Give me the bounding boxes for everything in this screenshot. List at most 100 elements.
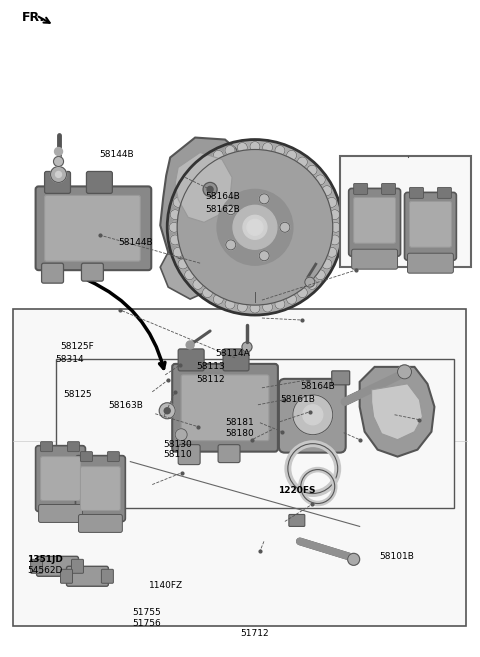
Circle shape	[193, 279, 203, 289]
Circle shape	[330, 210, 340, 219]
FancyBboxPatch shape	[279, 379, 346, 453]
FancyBboxPatch shape	[348, 189, 400, 256]
Text: 51712: 51712	[240, 629, 269, 638]
Polygon shape	[372, 384, 422, 440]
Circle shape	[50, 166, 67, 183]
Bar	[56, 359, 455, 509]
Text: 58125: 58125	[63, 390, 92, 399]
Circle shape	[307, 165, 317, 175]
Bar	[340, 156, 471, 267]
FancyBboxPatch shape	[108, 451, 120, 462]
Circle shape	[226, 205, 236, 215]
FancyBboxPatch shape	[218, 445, 240, 463]
Circle shape	[217, 189, 293, 265]
Circle shape	[213, 294, 223, 304]
Circle shape	[259, 194, 269, 204]
Circle shape	[178, 186, 188, 196]
FancyBboxPatch shape	[82, 263, 103, 281]
FancyBboxPatch shape	[67, 566, 108, 586]
Circle shape	[263, 143, 273, 152]
FancyBboxPatch shape	[42, 263, 63, 283]
Circle shape	[203, 183, 217, 196]
FancyBboxPatch shape	[289, 514, 305, 526]
Text: 58113: 58113	[196, 362, 225, 371]
FancyBboxPatch shape	[81, 466, 120, 510]
Circle shape	[293, 395, 333, 435]
Circle shape	[327, 247, 337, 258]
Circle shape	[54, 156, 63, 166]
Text: 58101B: 58101B	[379, 552, 414, 561]
Text: 54562D: 54562D	[27, 566, 62, 576]
FancyBboxPatch shape	[332, 371, 350, 385]
FancyBboxPatch shape	[81, 451, 93, 462]
Circle shape	[305, 277, 315, 287]
Circle shape	[237, 143, 247, 152]
FancyBboxPatch shape	[38, 505, 83, 522]
Text: 58112: 58112	[196, 375, 225, 384]
FancyBboxPatch shape	[409, 187, 423, 198]
FancyBboxPatch shape	[178, 445, 200, 464]
Circle shape	[159, 403, 175, 419]
Text: 58144B: 58144B	[118, 238, 153, 246]
FancyBboxPatch shape	[72, 559, 84, 574]
FancyBboxPatch shape	[354, 183, 368, 194]
Text: 58163B: 58163B	[108, 401, 143, 411]
Circle shape	[226, 240, 236, 250]
FancyBboxPatch shape	[437, 187, 451, 198]
Polygon shape	[160, 137, 245, 264]
Circle shape	[275, 145, 285, 156]
Circle shape	[173, 247, 183, 258]
Circle shape	[193, 165, 203, 175]
Circle shape	[315, 175, 325, 185]
FancyBboxPatch shape	[86, 171, 112, 193]
Circle shape	[175, 429, 187, 441]
Circle shape	[178, 259, 188, 269]
Circle shape	[207, 187, 213, 193]
Text: 58180: 58180	[226, 429, 254, 438]
FancyBboxPatch shape	[354, 197, 396, 243]
Circle shape	[237, 302, 247, 312]
Circle shape	[169, 222, 179, 233]
Text: 51756: 51756	[132, 619, 161, 628]
Text: 58164B: 58164B	[300, 382, 335, 391]
Circle shape	[213, 150, 223, 160]
Text: 58161B: 58161B	[281, 395, 315, 404]
Circle shape	[55, 148, 62, 156]
Circle shape	[185, 270, 194, 280]
Polygon shape	[360, 367, 434, 457]
FancyBboxPatch shape	[223, 349, 249, 371]
FancyBboxPatch shape	[405, 193, 456, 260]
Circle shape	[177, 150, 333, 305]
Polygon shape	[160, 252, 218, 299]
FancyBboxPatch shape	[409, 201, 451, 247]
Circle shape	[225, 145, 235, 156]
Circle shape	[263, 302, 273, 312]
Circle shape	[225, 299, 235, 309]
FancyBboxPatch shape	[36, 445, 85, 511]
Circle shape	[330, 235, 340, 245]
FancyBboxPatch shape	[352, 249, 397, 269]
Circle shape	[303, 405, 323, 424]
Circle shape	[185, 175, 194, 185]
Circle shape	[243, 215, 267, 239]
FancyBboxPatch shape	[78, 514, 122, 532]
Circle shape	[348, 553, 360, 565]
Circle shape	[298, 157, 307, 167]
Circle shape	[242, 342, 252, 352]
Text: 51755: 51755	[132, 608, 161, 618]
Text: 58162B: 58162B	[205, 205, 240, 214]
Text: 58125F: 58125F	[60, 342, 94, 351]
Circle shape	[287, 294, 297, 304]
Polygon shape	[175, 152, 232, 222]
FancyBboxPatch shape	[181, 375, 269, 441]
Circle shape	[164, 408, 170, 414]
Circle shape	[186, 341, 194, 349]
Text: 58110: 58110	[163, 451, 192, 459]
Circle shape	[331, 222, 341, 233]
FancyBboxPatch shape	[408, 253, 454, 273]
Text: FR.: FR.	[22, 11, 45, 24]
Circle shape	[170, 235, 180, 245]
Circle shape	[322, 259, 332, 269]
Circle shape	[203, 288, 213, 298]
Circle shape	[307, 279, 317, 289]
